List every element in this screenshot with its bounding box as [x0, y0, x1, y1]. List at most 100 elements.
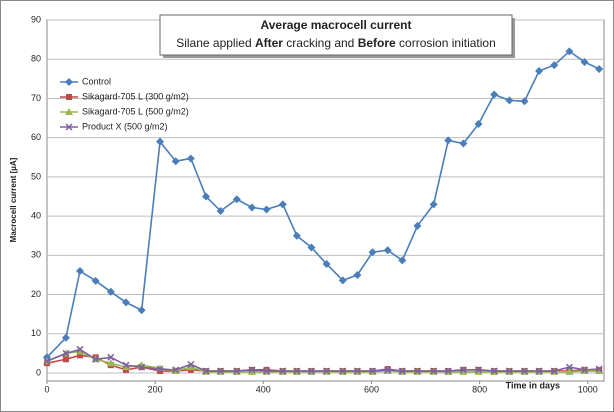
marker — [565, 363, 573, 371]
marker — [520, 97, 529, 106]
marker — [565, 367, 574, 375]
marker — [172, 366, 180, 374]
plot-area — [46, 19, 605, 382]
marker — [353, 270, 362, 279]
marker — [459, 366, 467, 374]
marker — [61, 333, 70, 342]
marker — [595, 65, 604, 74]
marker — [293, 367, 301, 375]
marker — [535, 66, 544, 75]
x-tick-label: 600 — [364, 384, 379, 394]
marker — [121, 363, 130, 371]
marker — [107, 353, 115, 361]
marker — [76, 345, 84, 353]
legend-label: Product X (500 g/m2) — [82, 121, 168, 131]
subtitle-part: Silane applied — [176, 36, 255, 50]
marker — [353, 367, 361, 375]
marker — [186, 154, 195, 163]
subtitle-part: corrosion initiation — [396, 36, 496, 50]
marker — [262, 205, 271, 214]
title-box — [159, 14, 513, 56]
marker — [565, 47, 574, 56]
y-tick-label: 40 — [31, 210, 41, 220]
marker — [156, 137, 165, 146]
marker — [232, 195, 241, 204]
marker — [550, 367, 558, 375]
marker — [505, 96, 514, 105]
marker — [186, 363, 195, 371]
marker — [322, 259, 331, 268]
marker — [307, 367, 315, 375]
subtitle-part: After — [255, 36, 283, 50]
subtitle-part: cracking and — [283, 36, 358, 50]
x-tick-label: 800 — [472, 384, 487, 394]
y-tick-label: 70 — [31, 93, 41, 103]
marker — [202, 367, 210, 375]
marker — [368, 248, 377, 257]
marker — [217, 367, 225, 375]
marker — [247, 203, 256, 212]
marker — [490, 90, 499, 99]
marker — [75, 347, 84, 355]
marker — [398, 367, 406, 375]
x-tick-label: 400 — [256, 384, 271, 394]
y-tick-label: 60 — [31, 132, 41, 142]
marker — [444, 136, 453, 145]
marker — [75, 267, 84, 276]
plot-layer: 0 10 20 30 40 50 60 70 80 90 0 200 400 600 800 1000 Cont… — [31, 14, 604, 394]
y-tick-label: 50 — [31, 171, 41, 181]
marker — [505, 367, 513, 375]
marker — [292, 231, 301, 240]
marker — [248, 366, 256, 374]
marker — [475, 366, 483, 374]
marker — [62, 349, 70, 357]
y-tick-label: 80 — [31, 54, 41, 64]
marker — [263, 367, 271, 375]
marker — [106, 287, 115, 296]
legend-label: Control — [82, 76, 111, 86]
marker — [595, 365, 603, 373]
y-tick-label: 10 — [31, 328, 41, 338]
marker — [595, 367, 604, 375]
marker — [65, 108, 73, 115]
marker — [122, 361, 130, 369]
y-tick-label: 30 — [31, 250, 41, 260]
marker — [216, 207, 225, 216]
chart-title: Average macrocell current — [261, 18, 412, 32]
marker — [550, 61, 559, 70]
marker — [369, 367, 377, 375]
marker — [323, 367, 331, 375]
marker — [459, 139, 468, 148]
marker — [474, 119, 483, 128]
marker — [535, 367, 543, 375]
marker — [91, 276, 100, 285]
marker — [383, 246, 392, 255]
subtitle-part: Before — [358, 36, 396, 50]
marker — [279, 367, 287, 375]
marker — [187, 360, 195, 368]
marker — [307, 243, 316, 252]
marker — [233, 367, 241, 375]
marker — [156, 365, 164, 373]
marker — [43, 357, 51, 365]
x-tick-label: 0 — [44, 384, 49, 394]
marker — [338, 276, 347, 285]
marker — [138, 363, 146, 371]
chart-subtitle: Silane applied After cracking and Before… — [176, 36, 496, 50]
marker — [171, 157, 180, 166]
x-tick-label: 200 — [148, 384, 163, 394]
marker — [429, 200, 438, 209]
marker — [398, 256, 407, 265]
marker — [384, 366, 392, 374]
marker — [137, 306, 146, 315]
marker — [520, 367, 529, 375]
marker — [339, 367, 347, 375]
marker — [66, 94, 72, 100]
marker — [106, 359, 115, 367]
x-axis-label: Time in days — [506, 380, 560, 390]
marker — [459, 367, 468, 375]
marker — [65, 78, 73, 86]
marker — [580, 57, 589, 66]
marker — [413, 221, 422, 230]
